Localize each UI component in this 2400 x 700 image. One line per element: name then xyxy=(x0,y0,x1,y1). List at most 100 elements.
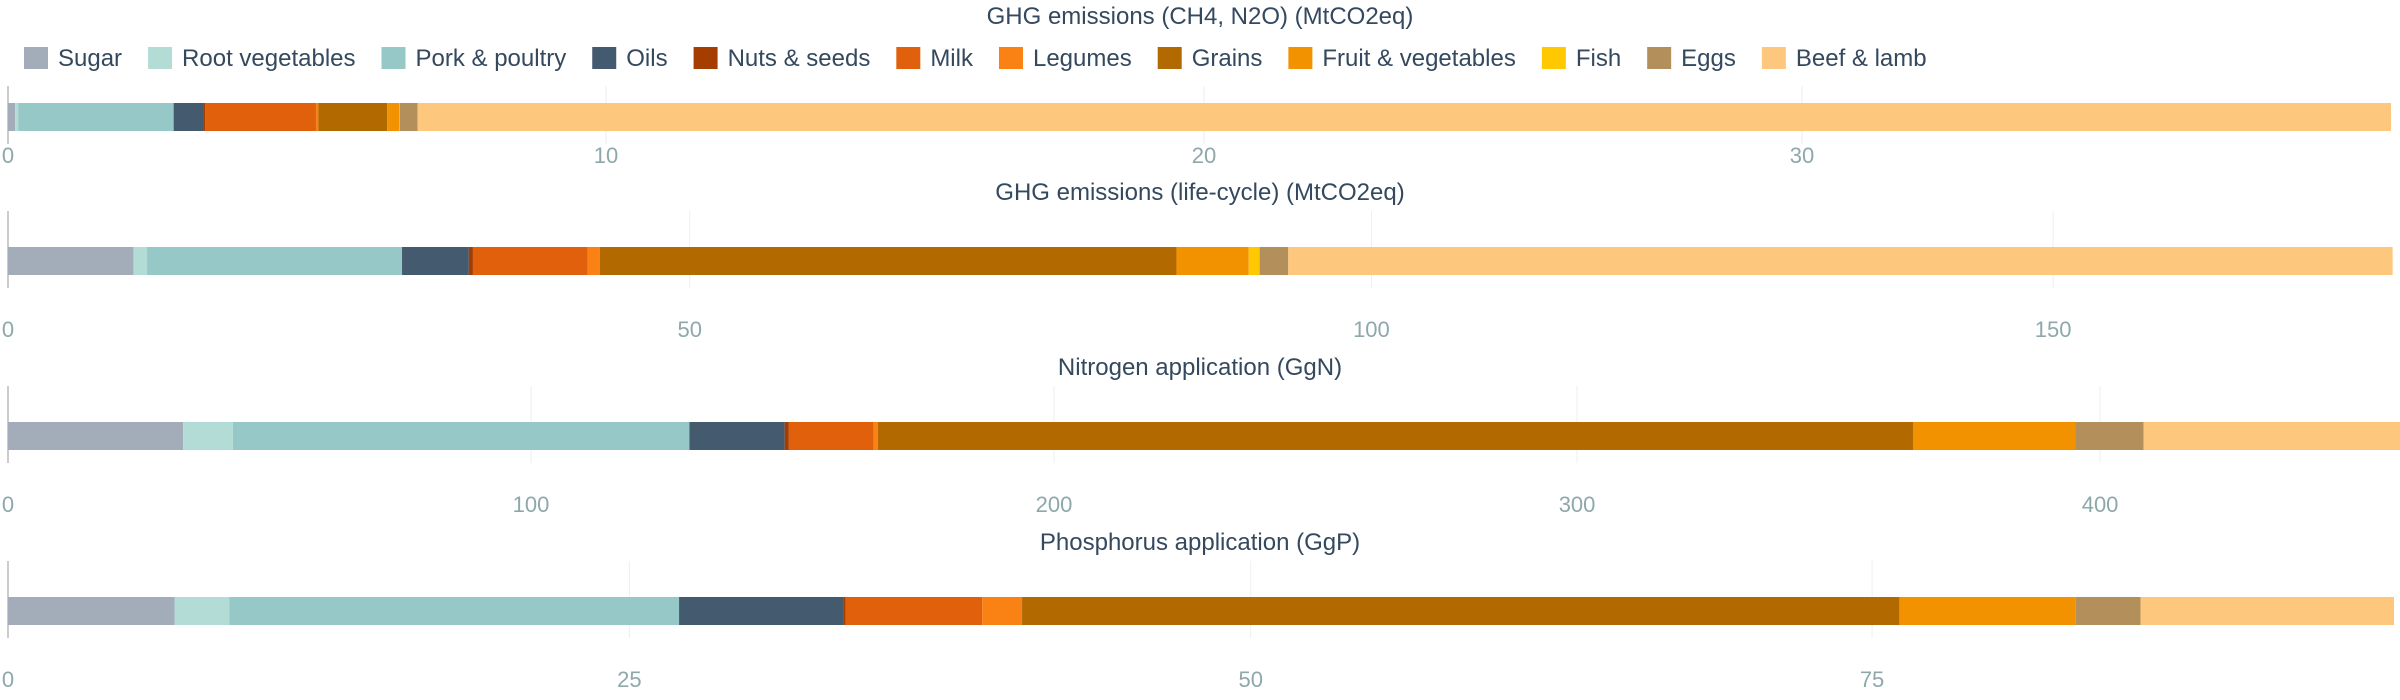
tick-label: 0 xyxy=(2,492,14,517)
bar-segment-nuts-and-seeds[interactable] xyxy=(843,597,846,625)
bar-segment-eggs[interactable] xyxy=(1259,247,1289,275)
legend-item-fish[interactable]: Fish xyxy=(1541,45,1621,72)
bar-segment-oils[interactable] xyxy=(173,103,204,131)
bar-segment-pork-and-poultry[interactable] xyxy=(147,247,403,275)
bar-segment-fish[interactable] xyxy=(399,103,400,131)
panel-1: GHG emissions (CH4, N2O) (MtCO2eq) 0 10 20 3… xyxy=(2,3,2392,168)
bar-segment-legumes[interactable] xyxy=(587,247,600,275)
bar-segment-grains[interactable] xyxy=(877,422,1914,450)
bar-segment-oils[interactable] xyxy=(402,247,469,275)
bar-segment-fruit-and-vegetables[interactable] xyxy=(1913,422,2076,450)
bar-segment-oils[interactable] xyxy=(679,597,844,625)
legend-item-nuts-and-seeds[interactable]: Nuts & seeds xyxy=(693,45,871,72)
bar-segment-root-vegetables[interactable] xyxy=(133,247,148,275)
legend-item-pork-and-poultry[interactable]: Pork & poultry xyxy=(381,45,567,72)
tick-label: 0 xyxy=(2,143,14,168)
bar-segment-legumes[interactable] xyxy=(873,422,878,450)
bar-segment-pork-and-poultry[interactable] xyxy=(229,597,680,625)
bar-segment-fruit-and-vegetables[interactable] xyxy=(1899,597,2076,625)
legend-swatch xyxy=(381,47,406,69)
legend-label: Grains xyxy=(1192,45,1263,72)
tick-label: 50 xyxy=(677,317,701,342)
bar-segment-oils[interactable] xyxy=(689,422,785,450)
tick-label: 100 xyxy=(1353,317,1390,342)
legend-label: Oils xyxy=(626,45,667,72)
bar-segment-sugar[interactable] xyxy=(8,103,16,131)
bar-segment-nuts-and-seeds[interactable] xyxy=(468,247,473,275)
legend-item-legumes[interactable]: Legumes xyxy=(998,45,1132,72)
bar-segment-milk[interactable] xyxy=(788,422,874,450)
bar-segment-milk[interactable] xyxy=(205,103,316,131)
tick-label: 200 xyxy=(1036,492,1073,517)
bar-segment-sugar[interactable] xyxy=(8,422,184,450)
legend-swatch xyxy=(148,47,173,69)
bar-segment-beef-and-lamb[interactable] xyxy=(1288,247,2393,275)
bar-segment-root-vegetables[interactable] xyxy=(174,597,230,625)
legend-label: Fish xyxy=(1576,45,1621,72)
tick-label: 20 xyxy=(1192,143,1216,168)
bar-segment-beef-and-lamb[interactable] xyxy=(2143,422,2400,450)
bar-segment-eggs[interactable] xyxy=(399,103,418,131)
legend-item-beef-and-lamb[interactable]: Beef & lamb xyxy=(1761,45,1927,72)
legend-label: Root vegetables xyxy=(182,45,355,72)
legend-swatch xyxy=(1157,47,1182,69)
tick-label: 0 xyxy=(2,667,14,692)
legend-swatch xyxy=(1288,47,1313,69)
legend-swatch xyxy=(1647,47,1672,69)
bar-segment-pork-and-poultry[interactable] xyxy=(18,103,174,131)
bar-segment-fruit-and-vegetables[interactable] xyxy=(387,103,400,131)
bar-segment-milk[interactable] xyxy=(845,597,983,625)
tick-label: 300 xyxy=(1559,492,1596,517)
bar-segment-nuts-and-seeds[interactable] xyxy=(203,103,206,131)
legend-item-eggs[interactable]: Eggs xyxy=(1647,45,1736,72)
legend-swatch xyxy=(1761,47,1786,69)
bar-segment-fish[interactable] xyxy=(1248,247,1260,275)
tick-label: 75 xyxy=(1860,667,1884,692)
legend-label: Nuts & seeds xyxy=(728,45,871,72)
bar-segment-nuts-and-seeds[interactable] xyxy=(784,422,789,450)
bar-segment-root-vegetables[interactable] xyxy=(183,422,233,450)
legend-label: Eggs xyxy=(1681,45,1736,72)
bar-segment-sugar[interactable] xyxy=(8,597,175,625)
bar-segment-legumes[interactable] xyxy=(315,103,319,131)
bar-segment-eggs[interactable] xyxy=(2075,597,2141,625)
legend-swatch xyxy=(896,47,921,69)
tick-label: 50 xyxy=(1238,667,1262,692)
tick-label: 400 xyxy=(2082,492,2119,517)
legend-label: Legumes xyxy=(1033,45,1132,72)
bar-segment-beef-and-lamb[interactable] xyxy=(2140,597,2394,625)
tick-label: 25 xyxy=(617,667,641,692)
legend-label: Beef & lamb xyxy=(1796,45,1927,72)
tick-label: 10 xyxy=(594,143,618,168)
legend-item-oils[interactable]: Oils xyxy=(592,45,668,72)
tick-label: 0 xyxy=(2,317,14,342)
legend-swatch xyxy=(1541,47,1566,69)
panel-2: GHG emissions (life-cycle) (MtCO2eq) 0 50 1… xyxy=(2,179,2393,342)
legend-item-sugar[interactable]: Sugar xyxy=(24,45,122,72)
chart-panels: GHG emissions (CH4, N2O) (MtCO2eq) 0 10 20 3… xyxy=(2,3,2400,692)
bar-segment-pork-and-poultry[interactable] xyxy=(232,422,690,450)
panel-3: Nitrogen application (GgN) 0 100 200 300 400 xyxy=(2,354,2400,517)
tick-label: 30 xyxy=(1790,143,1814,168)
legend-item-fruit-and-vegetables[interactable]: Fruit & vegetables xyxy=(1288,45,1516,72)
panel-title: Phosphorus application (GgP) xyxy=(1040,529,1360,556)
bar-segment-legumes[interactable] xyxy=(982,597,1023,625)
bar-segment-fruit-and-vegetables[interactable] xyxy=(1176,247,1249,275)
bar-segment-grains[interactable] xyxy=(599,247,1177,275)
legend-item-root-vegetables[interactable]: Root vegetables xyxy=(148,45,356,72)
legend-swatch xyxy=(592,47,617,69)
legend-swatch xyxy=(693,47,718,69)
bar-segment-sugar[interactable] xyxy=(8,247,134,275)
legend-label: Fruit & vegetables xyxy=(1322,45,1515,72)
tick-label: 150 xyxy=(2035,317,2072,342)
legend-item-grains[interactable]: Grains xyxy=(1157,45,1263,72)
bar-segment-eggs[interactable] xyxy=(2075,422,2144,450)
bar-segment-milk[interactable] xyxy=(472,247,588,275)
bar-segment-beef-and-lamb[interactable] xyxy=(417,103,2392,131)
panel-title: GHG emissions (CH4, N2O) (MtCO2eq) xyxy=(987,3,1414,30)
bar-segment-grains[interactable] xyxy=(318,103,388,131)
bar-segment-root-vegetables[interactable] xyxy=(15,103,19,131)
bar-segment-grains[interactable] xyxy=(1022,597,1900,625)
legend-item-milk[interactable]: Milk xyxy=(896,45,974,72)
